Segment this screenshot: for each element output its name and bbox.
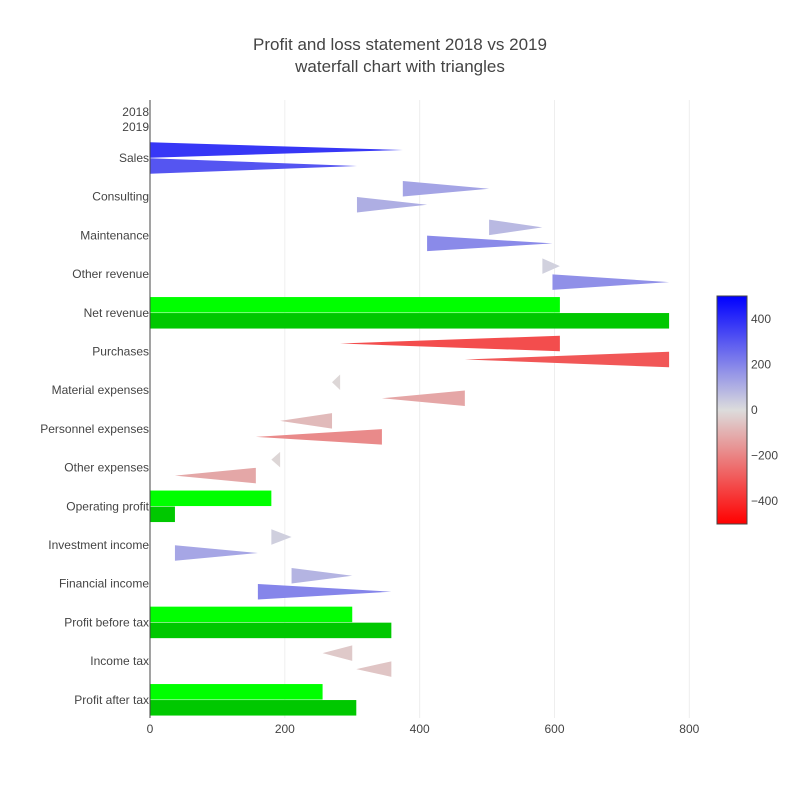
total-bar-net-revenue-2018 [150,297,560,313]
delta-triangle-sales-2019 [150,158,357,174]
delta-triangle-income-tax-2019 [356,661,392,677]
delta-triangle-sales-2018 [150,142,403,158]
colorbar-tick-label: −400 [751,494,778,508]
delta-triangle-investment-income-2019 [174,545,258,561]
delta-triangle-financial-income-2018 [291,567,353,584]
delta-triangle-financial-income-2019 [257,583,392,600]
category-label-maintenance: Maintenance [80,228,149,242]
x-tick-label: 600 [544,722,564,736]
category-label-other-revenue: Other revenue [72,267,149,281]
plot-marks [150,142,670,716]
series-label-2018: 2018 [122,105,149,119]
chart-title-line-1: Profit and loss statement 2018 vs 2019 [253,35,547,54]
colorbar: 400 200 0 −200 −400 [716,295,778,525]
category-label-income-tax: Income tax [90,654,149,668]
delta-triangle-other-revenue-2019 [552,274,670,290]
delta-triangle-investment-income-2018 [271,529,292,545]
delta-triangle-consulting-2018 [402,180,490,197]
total-bar-profit-before-tax-2018 [150,606,353,623]
total-bar-operating-profit-2018 [150,490,272,507]
delta-triangle-other-expenses-2019 [174,467,256,484]
delta-triangle-income-tax-2018 [322,645,353,661]
delta-triangle-material-expenses-2019 [381,390,465,406]
delta-triangle-material-expenses-2018 [332,374,341,390]
total-bar-profit-after-tax-2019 [150,700,357,716]
delta-triangle-maintenance-2019 [427,235,553,252]
category-label-material-expenses: Material expenses [52,383,149,397]
category-label-personnel-expenses: Personnel expenses [40,422,149,436]
delta-triangle-purchases-2018 [340,335,560,352]
x-tick-label: 400 [410,722,430,736]
delta-triangle-personnel-expenses-2019 [255,429,382,445]
category-label-net-revenue: Net revenue [84,306,150,320]
category-label-financial-income: Financial income [59,577,149,591]
category-label-other-expenses: Other expenses [64,461,149,475]
delta-triangle-other-revenue-2018 [542,258,560,274]
total-bar-profit-before-tax-2019 [150,622,392,639]
chart-title-line-2: waterfall chart with triangles [294,57,505,76]
x-tick-labels: 0 200 400 600 800 [147,722,700,736]
delta-triangle-maintenance-2018 [489,219,543,236]
category-label-profit-after-tax: Profit after tax [74,693,149,707]
category-label-purchases: Purchases [92,345,149,359]
delta-triangle-personnel-expenses-2018 [280,413,333,429]
chart-title: Profit and loss statement 2018 vs 2019 w… [253,35,547,76]
series-label-2019: 2019 [122,120,149,134]
category-label-operating-profit: Operating profit [66,499,149,513]
x-tick-label: 0 [147,722,154,736]
colorbar-tick-label: 400 [751,312,771,326]
colorbar-tick-label: −200 [751,449,778,463]
x-tick-label: 800 [679,722,699,736]
delta-triangle-other-expenses-2018 [271,451,281,468]
colorbar-tick-label: 200 [751,357,771,371]
colorbar-gradient-bar [716,295,748,525]
delta-triangle-consulting-2019 [356,196,428,213]
category-label-investment-income: Investment income [48,538,149,552]
total-bar-profit-after-tax-2018 [150,684,323,700]
colorbar-tick-label: 0 [751,403,758,417]
total-bar-net-revenue-2019 [150,313,670,329]
delta-triangle-purchases-2019 [464,351,670,368]
x-tick-label: 200 [275,722,295,736]
category-label-profit-before-tax: Profit before tax [64,615,149,629]
category-label-sales: Sales [119,151,149,165]
total-bar-operating-profit-2019 [150,506,175,523]
category-label-consulting: Consulting [92,190,149,204]
